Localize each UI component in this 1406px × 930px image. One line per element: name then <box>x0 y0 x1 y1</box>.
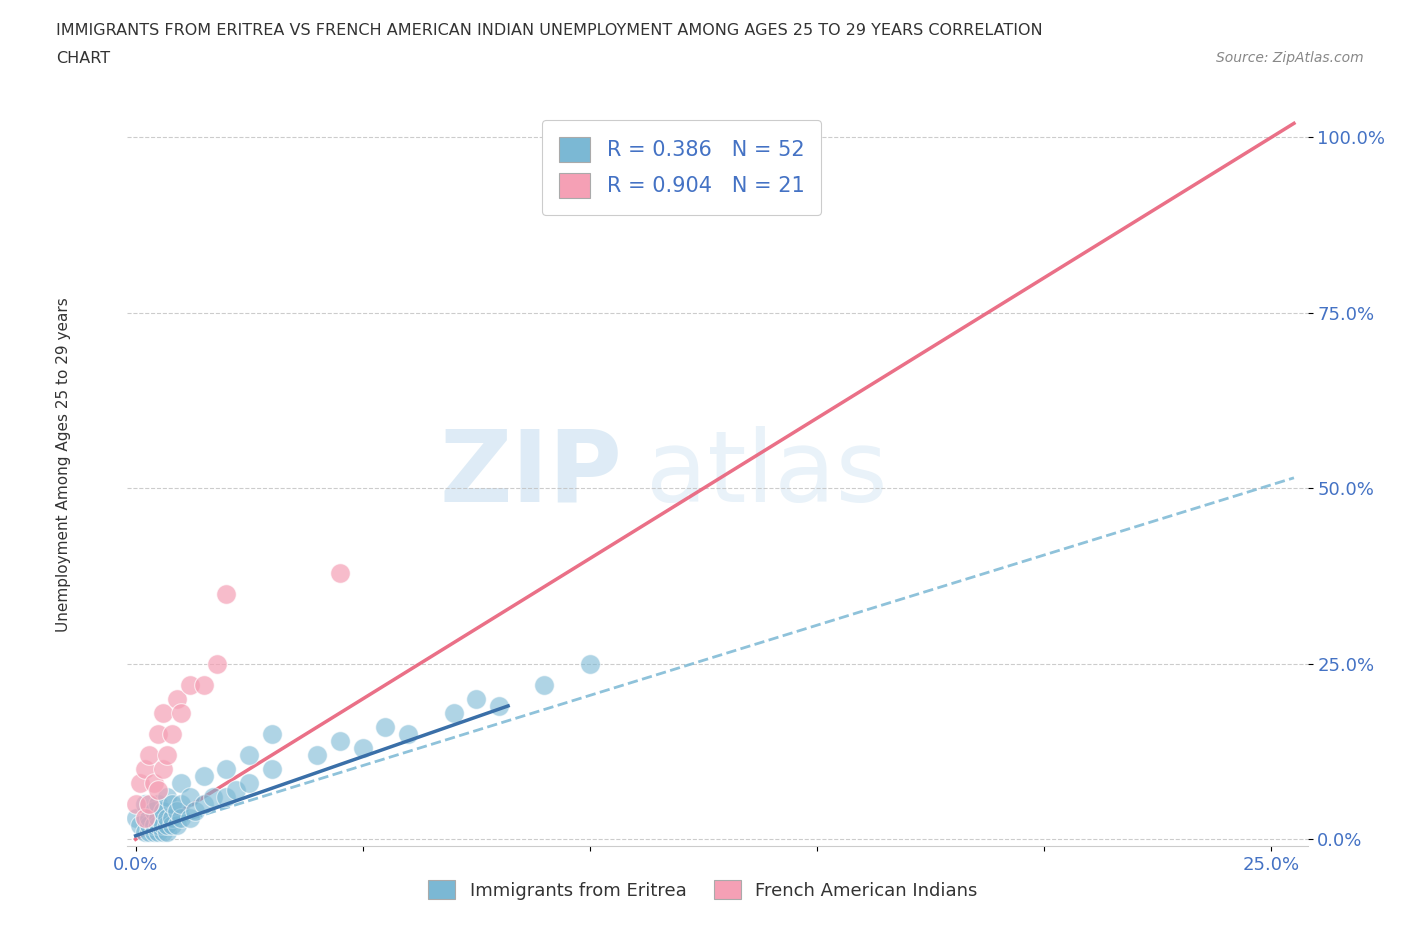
Point <box>152 762 174 777</box>
Point <box>443 706 465 721</box>
Point <box>183 804 205 818</box>
Point <box>201 790 224 804</box>
Text: Unemployment Among Ages 25 to 29 years: Unemployment Among Ages 25 to 29 years <box>56 298 70 632</box>
Text: ZIP: ZIP <box>440 426 623 523</box>
Point <box>152 804 174 818</box>
Point <box>148 797 170 812</box>
Point <box>579 130 602 145</box>
Point <box>148 811 170 826</box>
Point <box>134 797 156 812</box>
Point <box>170 706 193 721</box>
Point <box>160 817 183 832</box>
Point <box>129 776 152 790</box>
Point <box>166 692 188 707</box>
Point <box>166 804 188 818</box>
Point <box>193 797 215 812</box>
Point <box>134 762 156 777</box>
Point <box>238 776 260 790</box>
Point <box>215 762 238 777</box>
Point <box>329 734 352 749</box>
Point <box>307 748 329 763</box>
Point <box>148 726 170 741</box>
Point <box>160 726 183 741</box>
Legend: R = 0.386   N = 52, R = 0.904   N = 21: R = 0.386 N = 52, R = 0.904 N = 21 <box>543 120 821 215</box>
Point <box>124 797 146 812</box>
Point <box>148 817 170 832</box>
Point <box>142 817 165 832</box>
Point <box>465 692 488 707</box>
Point <box>156 817 179 832</box>
Point <box>156 790 179 804</box>
Point <box>352 740 374 755</box>
Point <box>374 720 396 735</box>
Point <box>170 797 193 812</box>
Point <box>260 762 283 777</box>
Point <box>152 825 174 840</box>
Point <box>134 825 156 840</box>
Point <box>138 811 160 826</box>
Point <box>329 565 352 580</box>
Point <box>148 783 170 798</box>
Point <box>533 677 555 692</box>
Point <box>134 811 156 826</box>
Point <box>142 776 165 790</box>
Text: Source: ZipAtlas.com: Source: ZipAtlas.com <box>1216 51 1364 65</box>
Text: CHART: CHART <box>56 51 110 66</box>
Point <box>238 748 260 763</box>
Legend: Immigrants from Eritrea, French American Indians: Immigrants from Eritrea, French American… <box>422 873 984 907</box>
Point <box>138 797 160 812</box>
Point <box>170 811 193 826</box>
Point <box>138 817 160 832</box>
Point <box>193 677 215 692</box>
Point <box>579 657 602 671</box>
Point <box>142 804 165 818</box>
Point <box>152 817 174 832</box>
Point <box>179 790 201 804</box>
Point <box>160 797 183 812</box>
Point <box>215 586 238 601</box>
Point <box>179 677 201 692</box>
Point <box>207 657 229 671</box>
Point <box>156 748 179 763</box>
Point <box>142 825 165 840</box>
Point <box>160 811 183 826</box>
Point <box>225 783 247 798</box>
Point <box>124 811 146 826</box>
Point <box>193 769 215 784</box>
Point <box>170 776 193 790</box>
Point <box>166 817 188 832</box>
Point <box>260 726 283 741</box>
Point <box>138 825 160 840</box>
Point <box>138 748 160 763</box>
Point <box>148 825 170 840</box>
Text: IMMIGRANTS FROM ERITREA VS FRENCH AMERICAN INDIAN UNEMPLOYMENT AMONG AGES 25 TO : IMMIGRANTS FROM ERITREA VS FRENCH AMERIC… <box>56 23 1043 38</box>
Point <box>156 811 179 826</box>
Point <box>179 811 201 826</box>
Point <box>152 706 174 721</box>
Text: atlas: atlas <box>647 426 887 523</box>
Point <box>215 790 238 804</box>
Point <box>129 817 152 832</box>
Point <box>396 726 419 741</box>
Point <box>156 825 179 840</box>
Point <box>488 698 510 713</box>
